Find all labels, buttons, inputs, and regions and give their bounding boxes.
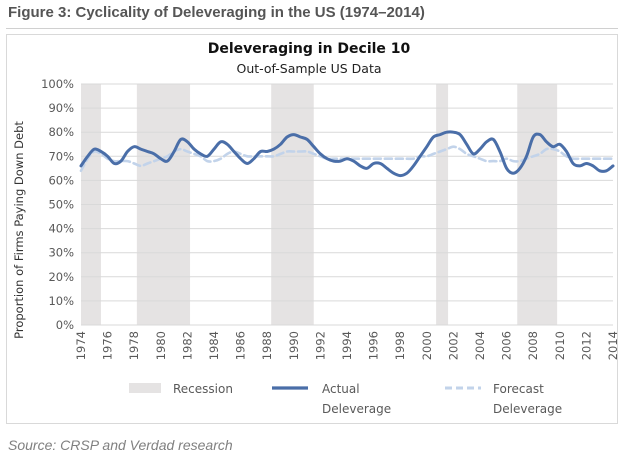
y-tick-label: 70% xyxy=(48,149,74,163)
chart-svg: 0%10%20%30%40%50%60%70%80%90%100% 1974 19… xyxy=(12,41,617,416)
legend-actual-label-line1: Actual xyxy=(322,382,360,396)
chart-container: 0% 10% 20% 30% 40% 50% 60% 70% 80% 90% 100% 1974 19… xyxy=(6,34,618,424)
y-axis-label: Proportion of Firms Paying Down Debt xyxy=(12,121,26,339)
x-tick-label: 1996 xyxy=(367,331,381,360)
x-tick-label: 1998 xyxy=(393,331,407,360)
x-tick-label: 1986 xyxy=(234,331,248,360)
y-tick-label: 0% xyxy=(56,318,74,332)
x-tick-label: 1976 xyxy=(101,331,115,360)
x-tick-label: 1984 xyxy=(207,331,221,360)
x-tick-label: 1978 xyxy=(127,331,141,360)
y-tick-label: 10% xyxy=(48,294,74,308)
x-tick-label: 1988 xyxy=(260,331,274,360)
y-tick-label: 80% xyxy=(48,125,74,139)
x-tick-label: 2008 xyxy=(526,331,540,360)
legend-recession-swatch xyxy=(129,383,161,393)
x-tick-label: 1992 xyxy=(313,331,327,360)
series-lines xyxy=(79,130,615,178)
legend-recession-label: Recession xyxy=(173,382,233,396)
y-tick-label: 20% xyxy=(48,270,74,284)
y-tick-label: 50% xyxy=(48,198,74,212)
x-tick-label: 2002 xyxy=(446,331,460,360)
y-tick-labels: 0% 10% 20% 30% 40% 50% 60% 70% 80% 90% 100% xyxy=(41,77,74,332)
title-divider xyxy=(6,28,618,29)
x-tick-label: 1980 xyxy=(154,331,168,360)
source-note: Source: CRSP and Verdad research xyxy=(8,437,233,453)
chart-title: Deleveraging in Decile 10 xyxy=(208,41,411,57)
x-tick-label: 2006 xyxy=(500,331,514,360)
y-tick-label: 40% xyxy=(48,222,74,236)
y-tick-label: 100% xyxy=(41,77,74,91)
x-tick-labels: 1974 1976 1978 1980 1982 1984 1986 1988 1990 1992… xyxy=(74,331,617,360)
legend-actual-label-line2: Deleverage xyxy=(322,402,391,416)
legend-forecast-label-line1: Forecast xyxy=(493,382,544,396)
series-line-actual xyxy=(79,130,615,178)
x-tick-label: 2000 xyxy=(420,331,434,360)
legend-forecast-label-line2: Deleverage xyxy=(493,402,562,416)
chart-subtitle: Out-of-Sample US Data xyxy=(236,61,381,76)
y-tick-label: 30% xyxy=(48,246,74,260)
x-tick-label: 1990 xyxy=(287,331,301,360)
x-tick-label: 1994 xyxy=(340,331,354,360)
legend: Recession Actual Deleverage Forecast Del… xyxy=(129,382,562,416)
y-tick-label: 90% xyxy=(48,101,74,115)
x-tick-label: 2014 xyxy=(606,331,617,360)
y-tick-label: 60% xyxy=(48,173,74,187)
x-tick-label: 2004 xyxy=(473,331,487,360)
x-tick-label: 2012 xyxy=(579,331,593,360)
x-tick-label: 2010 xyxy=(553,331,567,360)
x-tick-label: 1974 xyxy=(74,331,88,360)
x-tick-label: 1982 xyxy=(180,331,194,360)
figure-title: Figure 3: Cyclicality of Deleveraging in… xyxy=(8,4,425,21)
